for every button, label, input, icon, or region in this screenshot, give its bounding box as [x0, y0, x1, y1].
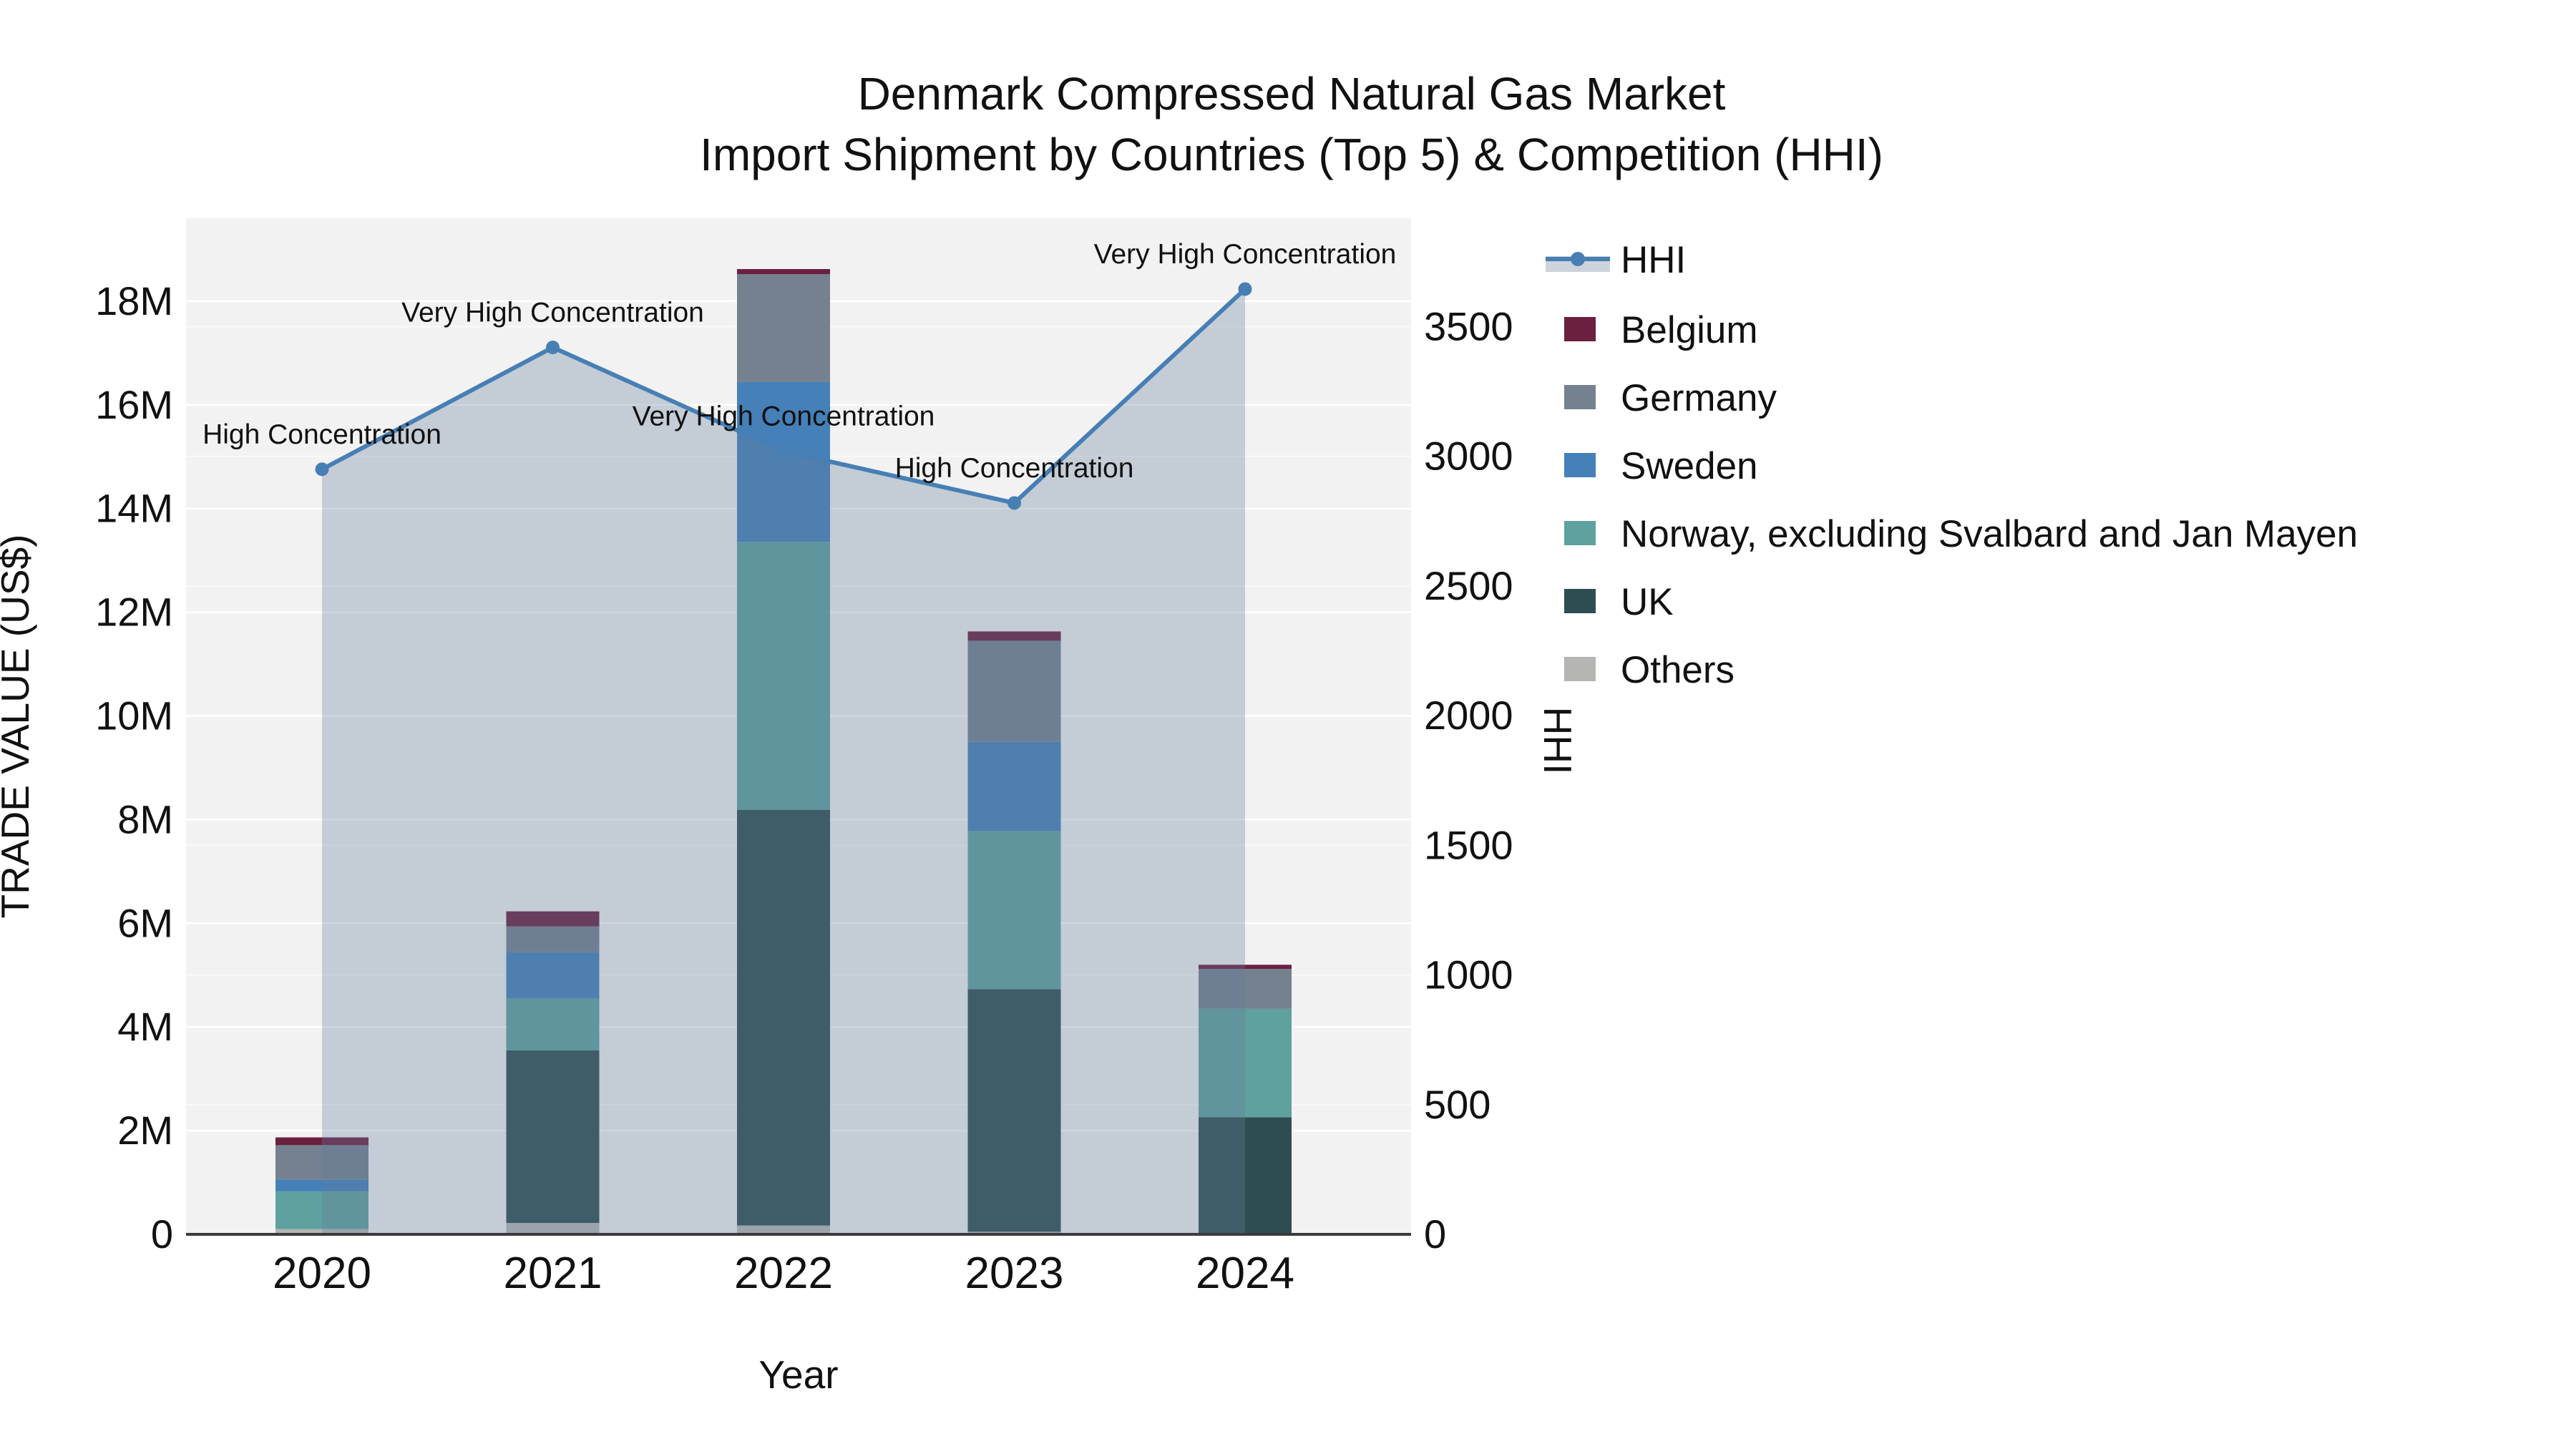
legend-label-norway-excluding-svalbard-and-jan-mayen: Norway, excluding Svalbard and Jan Mayen	[1621, 513, 2358, 555]
chart-title-line2: Import Shipment by Countries (Top 5) & C…	[700, 129, 1883, 180]
bar-segment-others-2020[interactable]	[275, 1229, 369, 1234]
bar-segment-germany-2020[interactable]	[275, 1145, 369, 1180]
hhi-annotation-2020: High Concentration	[203, 419, 441, 450]
hhi-point-2023[interactable]	[1008, 496, 1021, 510]
hhi-point-2024[interactable]	[1238, 282, 1252, 296]
hhi-annotation-2023: High Concentration	[895, 453, 1134, 484]
bar-segment-norway-excluding-svalbard-and-jan-mayen-2023[interactable]	[967, 831, 1061, 990]
legend-swatch-others	[1564, 657, 1596, 681]
bar-segment-sweden-2021[interactable]	[506, 952, 600, 999]
x-tick-label-2020: 2020	[273, 1249, 371, 1298]
y-right-tick-label: 3500	[1424, 303, 1513, 348]
bar-segment-germany-2022[interactable]	[737, 274, 830, 382]
y-right-tick-label: 2000	[1424, 693, 1513, 738]
legend-item-sweden[interactable]: Sweden	[1564, 445, 1758, 487]
bar-segment-belgium-2024[interactable]	[1199, 965, 1292, 970]
bar-segment-belgium-2022[interactable]	[737, 269, 830, 275]
y-right-tick-label: 3000	[1424, 434, 1513, 479]
bar-segment-belgium-2021[interactable]	[506, 911, 600, 927]
legend-hhi-marker-sample	[1571, 252, 1585, 266]
bar-segment-germany-2023[interactable]	[967, 640, 1061, 742]
bar-segment-norway-excluding-svalbard-and-jan-mayen-2020[interactable]	[275, 1191, 369, 1229]
legend-swatch-sweden	[1564, 453, 1596, 477]
legend-item-belgium[interactable]: Belgium	[1564, 309, 1757, 351]
legend-item-hhi[interactable]: HHI	[1546, 239, 1686, 281]
y-left-tick-label: 12M	[95, 590, 173, 635]
bar-segment-uk-2021[interactable]	[506, 1050, 600, 1224]
y-right-tick-label: 1500	[1424, 822, 1513, 867]
y-left-tick-label: 10M	[95, 693, 173, 738]
y-right-tick-label: 500	[1424, 1082, 1491, 1127]
bar-segment-norway-excluding-svalbard-and-jan-mayen-2021[interactable]	[506, 998, 600, 1050]
legend-label-belgium: Belgium	[1621, 309, 1757, 351]
bar-segment-uk-2024[interactable]	[1199, 1117, 1292, 1234]
legend-label-others: Others	[1621, 649, 1735, 691]
bar-segment-germany-2021[interactable]	[506, 926, 600, 952]
hhi-point-2020[interactable]	[315, 462, 329, 477]
bar-segment-norway-excluding-svalbard-and-jan-mayen-2024[interactable]	[1199, 1008, 1292, 1118]
bar-segment-sweden-2023[interactable]	[967, 741, 1061, 831]
bar-segment-uk-2022[interactable]	[737, 809, 830, 1226]
legend-item-norway-excluding-svalbard-and-jan-mayen[interactable]: Norway, excluding Svalbard and Jan Mayen	[1564, 513, 2358, 555]
legend-item-germany[interactable]: Germany	[1564, 377, 1777, 419]
y-left-tick-label: 18M	[95, 278, 173, 323]
bar-segment-others-2022[interactable]	[737, 1225, 830, 1234]
legend-swatch-uk	[1564, 589, 1596, 613]
x-axis-title: Year	[758, 1352, 838, 1397]
legend-label-germany: Germany	[1621, 377, 1777, 419]
y-left-tick-label: 2M	[117, 1108, 173, 1153]
hhi-annotation-2022: Very High Concentration	[633, 401, 935, 431]
y-left-tick-label: 0	[151, 1211, 173, 1257]
bar-segment-sweden-2020[interactable]	[275, 1179, 369, 1191]
bar-segment-sweden-2022[interactable]	[737, 381, 830, 542]
x-tick-label-2023: 2023	[965, 1249, 1064, 1298]
hhi-annotation-2024: Very High Concentration	[1094, 239, 1397, 270]
hhi-area-fill	[322, 288, 1245, 1234]
bar-segment-belgium-2020[interactable]	[275, 1137, 369, 1146]
y-left-tick-label: 14M	[95, 486, 173, 531]
hhi-point-2021[interactable]	[546, 340, 560, 354]
y-right-tick-label: 2500	[1424, 563, 1513, 608]
y-left-tick-label: 8M	[117, 796, 173, 841]
y-left-tick-label: 6M	[117, 900, 173, 945]
chart-title-line1: Denmark Compressed Natural Gas Market	[858, 68, 1726, 119]
legend-swatch-belgium	[1564, 317, 1596, 341]
bar-segment-norway-excluding-svalbard-and-jan-mayen-2022[interactable]	[737, 542, 830, 810]
y-left-axis-title: TRADE VALUE (US$)	[0, 535, 37, 919]
legend-swatch-norway-excluding-svalbard-and-jan-mayen	[1564, 521, 1596, 545]
y-left-tick-label: 4M	[117, 1004, 173, 1049]
legend-label-sweden: Sweden	[1621, 445, 1758, 487]
x-tick-label-2021: 2021	[504, 1249, 602, 1298]
legend-label-uk: UK	[1621, 581, 1674, 623]
x-tick-label-2024: 2024	[1196, 1249, 1294, 1298]
legend-item-uk[interactable]: UK	[1564, 581, 1674, 623]
legend-item-others[interactable]: Others	[1564, 649, 1735, 691]
y-right-tick-label: 0	[1424, 1211, 1446, 1257]
x-tick-label-2022: 2022	[734, 1249, 833, 1298]
bar-segment-belgium-2023[interactable]	[967, 631, 1061, 641]
bar-segment-germany-2024[interactable]	[1199, 969, 1292, 1009]
bar-segment-uk-2023[interactable]	[967, 989, 1061, 1232]
legend-swatch-germany	[1564, 385, 1596, 409]
bar-segment-others-2021[interactable]	[506, 1223, 600, 1234]
legend-label-hhi: HHI	[1621, 239, 1686, 281]
y-right-tick-label: 1000	[1424, 952, 1513, 997]
hhi-annotation-2021: Very High Concentration	[401, 297, 704, 328]
y-left-tick-label: 16M	[95, 382, 173, 427]
y-right-axis-title: HHI	[1536, 707, 1580, 775]
hhi-point-2022[interactable]	[776, 444, 791, 458]
